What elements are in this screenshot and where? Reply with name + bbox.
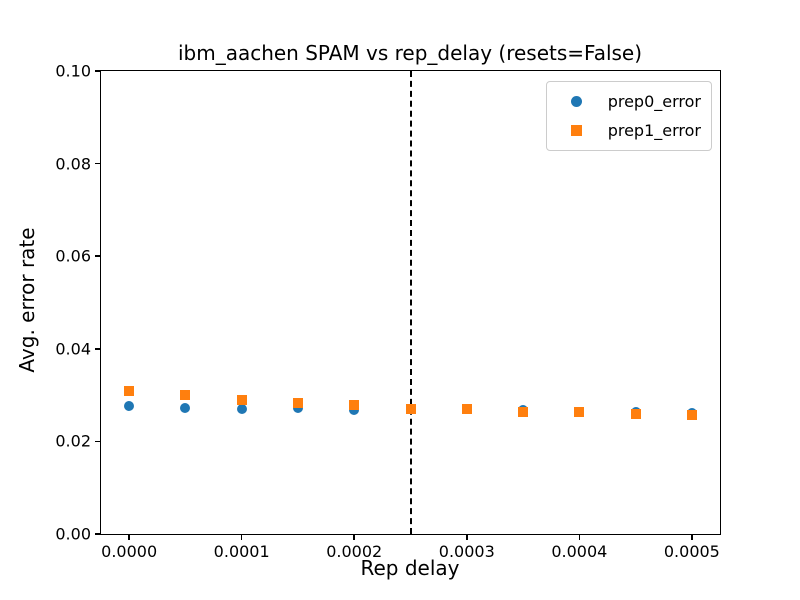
y-tick-label: 0.08 [55, 154, 91, 174]
y-tick-label: 0.00 [55, 524, 91, 544]
y-tick-mark [94, 533, 101, 535]
x-tick-label: 0.0001 [213, 542, 270, 561]
x-axis-label: Rep delay [360, 556, 460, 580]
y-tick-label: 0.02 [55, 431, 91, 451]
chart-title: ibm_aachen SPAM vs rep_delay (resets=Fal… [177, 41, 643, 65]
legend-label-prep1-error: prep1_error [607, 121, 701, 140]
y-tick-mark [94, 162, 101, 165]
x-tick-label: 0.0004 [551, 542, 608, 561]
data-point-prep1_error [518, 406, 529, 417]
data-point-prep1_error [124, 386, 135, 397]
y-tick-mark [94, 348, 101, 350]
x-tick-label: 0.0002 [326, 542, 383, 561]
y-tick-mark [94, 70, 101, 72]
legend-marker-square-icon [570, 125, 582, 136]
y-tick-mark [94, 440, 101, 443]
legend-item-prep0-error: prep0_error [559, 87, 701, 116]
data-point-prep1_error [461, 404, 472, 415]
y-tick-label: 0.06 [55, 246, 91, 266]
data-point-prep1_error [349, 400, 360, 411]
legend: prep0_error prep1_error [545, 81, 712, 151]
x-tick-label: 0.0000 [101, 542, 158, 561]
data-point-prep1_error [236, 394, 247, 405]
data-point-prep0_error [124, 401, 135, 412]
x-tick-mark [466, 534, 468, 540]
x-tick-mark [353, 534, 355, 540]
plot-area: prep0_error prep1_error 0.0000 0.0001 0.00… [55, 62, 721, 561]
x-tick-label: 0.0003 [438, 542, 495, 561]
y-tick-label: 0.10 [55, 61, 91, 81]
x-tick-label: 0.0005 [663, 542, 720, 561]
legend-label-prep0-error: prep0_error [607, 92, 701, 111]
data-point-prep0_error [236, 403, 247, 414]
x-tick-mark [240, 534, 243, 540]
data-point-prep0_error [292, 403, 303, 414]
data-point-prep1_error [574, 407, 585, 418]
x-tick-mark [128, 534, 130, 540]
data-point-prep1_error [180, 390, 191, 401]
y-tick-mark [94, 255, 101, 257]
x-tick-mark [578, 534, 581, 540]
data-point-prep1_error [686, 409, 697, 420]
y-tick-label: 0.04 [55, 339, 91, 359]
x-tick-mark [691, 534, 693, 540]
legend-marker-circle-icon [570, 96, 582, 107]
data-point-prep1_error [292, 397, 303, 408]
legend-item-prep1-error: prep1_error [559, 116, 701, 145]
data-point-prep1_error [405, 403, 416, 414]
y-axis-label: Avg. error rate [15, 227, 39, 373]
data-point-prep1_error [630, 408, 641, 419]
data-point-prep0_error [180, 402, 191, 413]
vertical-dashed-line [409, 71, 412, 534]
